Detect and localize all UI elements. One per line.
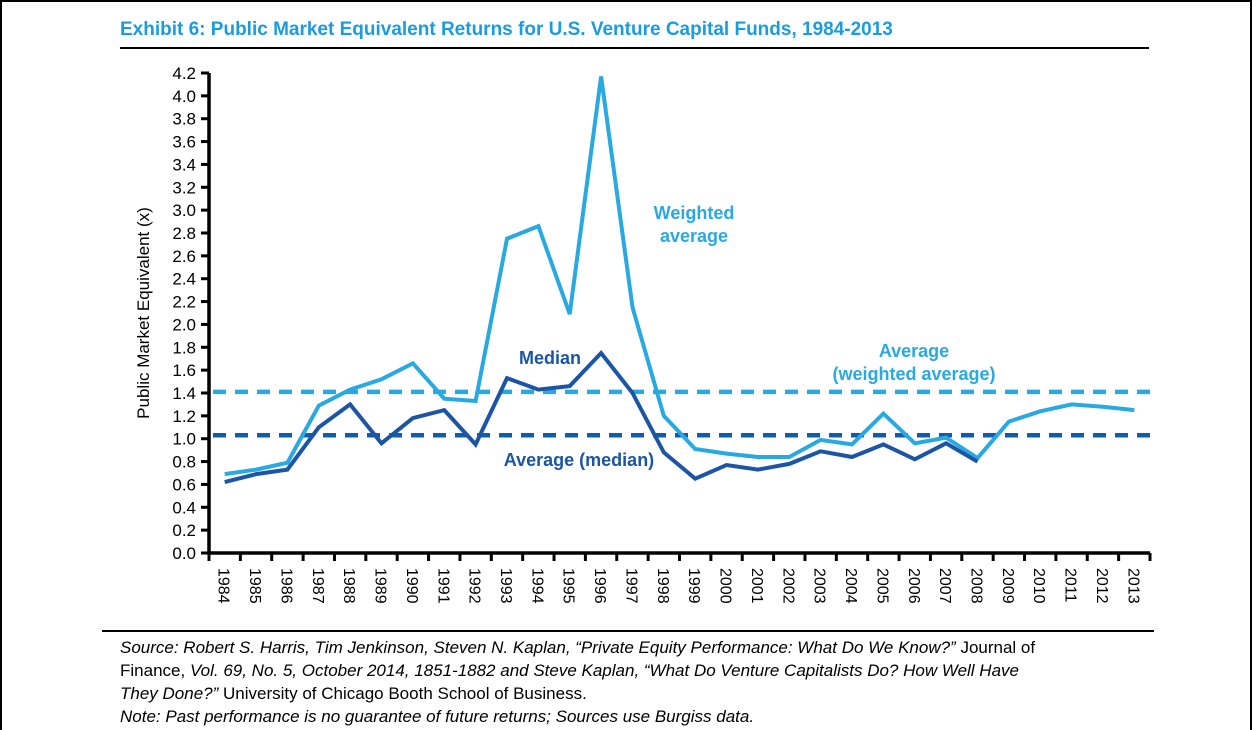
x-tick-label: 2006 xyxy=(905,568,922,604)
y-tick-label: 2.2 xyxy=(172,293,196,312)
y-tick-label: 2.4 xyxy=(172,270,196,289)
axes xyxy=(207,73,1150,555)
x-tick-label: 2000 xyxy=(717,568,734,604)
average-median-annotation: Average (median) xyxy=(503,450,655,470)
y-tick-label: 0.8 xyxy=(172,453,196,472)
y-tick-label: 0.6 xyxy=(172,475,196,494)
footer-text-segment: Note: Past performance is no guarantee o… xyxy=(120,707,755,726)
x-tick-label: 1996 xyxy=(591,568,608,604)
y-axis-title: Public Market Equivalent (x) xyxy=(134,207,153,419)
y-tick-label: 1.8 xyxy=(172,338,196,357)
average-weighted-annotation: Average (weighted average) xyxy=(764,340,1064,386)
x-tick-label: 2012 xyxy=(1093,568,1110,604)
chart-svg: 0.0 0.2 0.4 0.6 0.8 1.0 1.2 1.4 1.6 1.8 2.0 2.2 2.4 2… xyxy=(134,64,1152,604)
x-tick-label: 1993 xyxy=(497,568,514,604)
footer-line-3: They Done?” University of Chicago Booth … xyxy=(120,682,1160,705)
x-tick-label: 2007 xyxy=(936,568,953,604)
footer-line-2: Finance, Vol. 69, No. 5, October 2014, 1… xyxy=(120,659,1160,682)
y-tick-label: 3.4 xyxy=(172,155,196,174)
x-tick-label: 1984 xyxy=(215,568,232,604)
y-tick-label: 3.0 xyxy=(172,201,196,220)
page-title: Exhibit 6: Public Market Equivalent Retu… xyxy=(120,19,893,40)
y-tick-label: 2.8 xyxy=(172,224,196,243)
y-tick-label: 1.2 xyxy=(172,407,196,426)
y-tick-label: 3.2 xyxy=(172,178,196,197)
footer-text-segment: Vol. 69, No. 5, October 2014, 1851-1882 … xyxy=(189,661,1019,680)
x-tick-label: 2008 xyxy=(967,568,984,604)
y-tick-label: 4.2 xyxy=(172,64,196,83)
x-tick-label: 1989 xyxy=(372,568,389,604)
chart-area: 0.0 0.2 0.4 0.6 0.8 1.0 1.2 1.4 1.6 1.8 2.0 2.2 2.4 2… xyxy=(2,57,1250,627)
x-tick-label: 2009 xyxy=(999,568,1016,604)
series-line-median xyxy=(224,349,979,485)
median-annotation: Median xyxy=(518,348,581,368)
series-line-weighted-average xyxy=(224,76,1135,477)
x-tick-label: 1998 xyxy=(654,568,671,604)
x-tick-label: 2010 xyxy=(1030,568,1047,604)
footer-line-1: Source: Robert S. Harris, Tim Jenkinson,… xyxy=(120,636,1160,659)
y-tick-label: 0.4 xyxy=(172,498,196,517)
x-tick-label: 2005 xyxy=(873,568,890,604)
y-tick-label: 0.0 xyxy=(172,544,196,563)
y-tick-label: 3.6 xyxy=(172,133,196,152)
y-tick-label: 1.6 xyxy=(172,361,196,380)
footer-text-segment: They Done?” xyxy=(120,684,223,703)
y-tick-label: 0.2 xyxy=(172,521,196,540)
footer: Source: Robert S. Harris, Tim Jenkinson,… xyxy=(120,636,1160,728)
y-tick-label: 1.0 xyxy=(172,430,196,449)
x-tick-label: 2003 xyxy=(811,568,828,604)
footer-separator xyxy=(102,630,1154,632)
y-tick-label: 1.4 xyxy=(172,384,196,403)
weighted-average-annotation-line1: Weighted xyxy=(653,203,735,223)
y-tick-label: 2.6 xyxy=(172,247,196,266)
weighted-average-annotation-line2: average xyxy=(659,226,729,246)
x-tick-label: 1999 xyxy=(685,568,702,604)
footer-text-segment: Source: Robert S. Harris, Tim Jenkinson,… xyxy=(120,638,961,657)
x-tick-label: 1990 xyxy=(403,568,420,604)
footer-line-4: Note: Past performance is no guarantee o… xyxy=(120,705,1160,728)
footer-text-segment: Journal of xyxy=(960,638,1036,657)
x-tick-label: 1985 xyxy=(246,568,263,604)
x-tick-label: 2001 xyxy=(748,568,765,604)
x-tick-label: 1986 xyxy=(277,568,294,604)
chart-render-root: 0.0 0.2 0.4 0.6 0.8 1.0 1.2 1.4 1.6 1.8 2.0 2.2 2.4 2… xyxy=(172,64,1152,604)
footer-text-segment: University of Chicago Booth School of Bu… xyxy=(223,684,587,703)
average-weighted-annotation-line2: (weighted average) xyxy=(832,364,996,384)
y-tick-label: 3.8 xyxy=(172,110,196,129)
x-tick-label: 1992 xyxy=(466,568,483,604)
y-tick-label: 4.0 xyxy=(172,87,196,106)
x-tick-label: 2013 xyxy=(1124,568,1141,604)
x-tick-label: 1991 xyxy=(434,568,451,604)
footer-text-segment: Finance, xyxy=(120,661,190,680)
average-weighted-annotation-line1: Average xyxy=(878,341,950,361)
weighted-average-annotation: Weighted average xyxy=(584,202,804,248)
x-tick-label: 1994 xyxy=(528,568,545,604)
x-tick-label: 1997 xyxy=(622,568,639,604)
x-tick-label: 1987 xyxy=(309,568,326,604)
x-tick-label: 2002 xyxy=(779,568,796,604)
x-tick-label: 2011 xyxy=(1062,568,1079,603)
y-tick-label: 2.0 xyxy=(172,315,196,334)
title-underline xyxy=(120,47,1149,49)
x-tick-label: 1995 xyxy=(560,568,577,604)
x-tick-label: 2004 xyxy=(842,568,859,604)
x-tick-label: 1988 xyxy=(340,568,357,604)
